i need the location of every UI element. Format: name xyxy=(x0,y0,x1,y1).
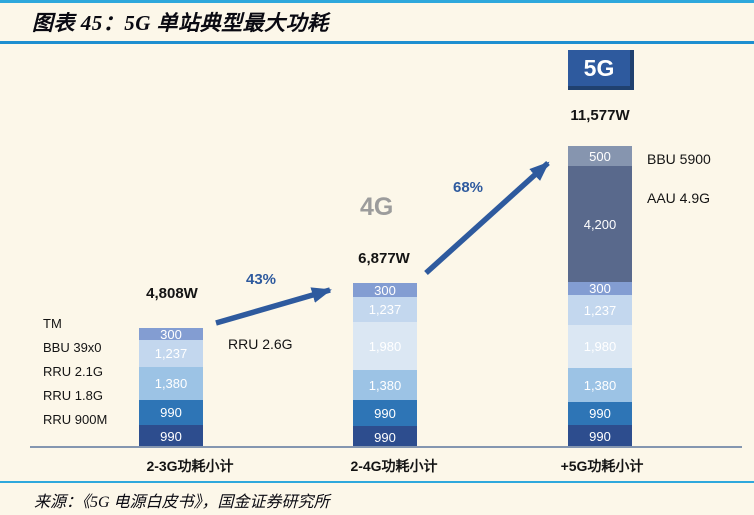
component-label-tm: TM xyxy=(43,316,62,331)
bar-segment-bbu-39x0: 1,237 xyxy=(353,297,417,322)
stacked-bar-1: 300 1,237 1,380 990 990 xyxy=(139,328,203,448)
stacked-bar-2: 300 1,237 1,980 1,380 990 990 xyxy=(353,283,417,448)
bar-total-label-3: 11,577W xyxy=(570,107,630,124)
bar-segment-tm: 300 xyxy=(568,282,632,295)
component-label-rru-1-8g: RRU 1.8G xyxy=(43,388,103,403)
bar-segment-rru-2-6g: 1,980 xyxy=(568,325,632,368)
source-note: 来源：《5G 电源白皮书》，国金证券研究所 xyxy=(34,494,330,511)
bar-segment-bbu-5900: 500 xyxy=(568,146,632,166)
component-label-bbu-5900: BBU 5900 xyxy=(647,151,711,167)
growth-percent-43: 43% xyxy=(245,271,277,288)
bar-segment-rru-900m: 990 xyxy=(568,425,632,448)
bar-total-label-2: 6,877W xyxy=(358,250,410,267)
bar-segment-rru-1-8g: 990 xyxy=(568,402,632,425)
growth-arrow-68pct xyxy=(424,160,550,276)
bar-segment-rru-2-6g: 1,980 xyxy=(353,322,417,370)
figure-title: 图表 45：5G 单站典型最大功耗 xyxy=(32,11,329,35)
bar-segment-rru-2-1g: 1,380 xyxy=(139,367,203,400)
growth-percent-68: 68% xyxy=(452,179,484,196)
stacked-bar-3: 500 4,200 300 1,237 1,980 1,380 990 990 xyxy=(568,146,632,448)
x-axis-label-1: 2-3G功耗小计 xyxy=(146,458,234,474)
bar-segment-bbu-39x0: 1,237 xyxy=(568,295,632,325)
growth-arrow-43pct xyxy=(215,287,332,326)
bar-segment-rru-900m: 990 xyxy=(139,425,203,448)
component-label-rru-900m: RRU 900M xyxy=(43,412,108,427)
title-underline-rule xyxy=(0,41,754,44)
5g-badge: 5G xyxy=(568,50,634,90)
component-label-aau-4-9g: AAU 4.9G xyxy=(647,190,711,206)
bar-total-label-1: 4,808W xyxy=(146,285,198,302)
x-axis-line xyxy=(30,446,742,448)
4g-label: 4G xyxy=(360,193,394,221)
x-axis-label-2: 2-4G功耗小计 xyxy=(350,458,438,474)
bar-segment-aau-4-9g: 4,200 xyxy=(568,166,632,282)
bar-segment-rru-2-1g: 1,380 xyxy=(353,370,417,400)
bar-segment-rru-2-1g: 1,380 xyxy=(568,368,632,402)
bar-segment-bbu-39x0: 1,237 xyxy=(139,340,203,367)
x-axis-label-3: +5G功耗小计 xyxy=(560,458,644,474)
bar-segment-tm: 300 xyxy=(353,283,417,297)
bottom-border-rule xyxy=(0,481,754,483)
bar-segment-rru-1-8g: 990 xyxy=(139,400,203,425)
component-label-rru-2-1g: RRU 2.1G xyxy=(43,364,103,379)
bar-segment-rru-1-8g: 990 xyxy=(353,400,417,426)
bar-segment-rru-900m: 990 xyxy=(353,426,417,448)
top-border-rule xyxy=(0,0,754,3)
bar-segment-tm: 300 xyxy=(139,328,203,340)
component-label-bbu-39x0: BBU 39x0 xyxy=(43,340,102,355)
component-label-rru-2-6g: RRU 2.6G xyxy=(228,336,293,352)
